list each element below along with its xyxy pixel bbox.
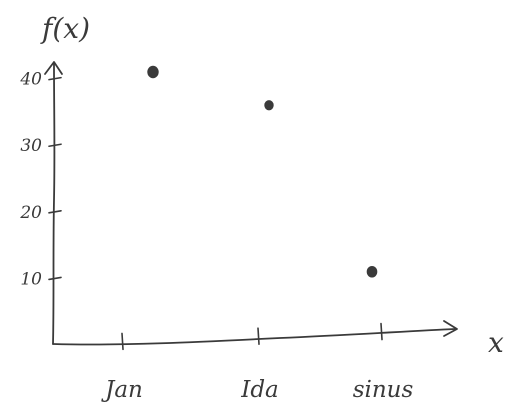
x-tick-label: sinus (353, 377, 414, 403)
y-axis (52, 63, 56, 345)
y-axis-title: f(x) (40, 12, 90, 45)
x-tick (121, 332, 124, 351)
y-tick-label: 20 (19, 203, 42, 223)
y-tick (48, 143, 62, 148)
y-ticks: 10 20 30 40 (19, 70, 62, 289)
y-axis-arrowhead (44, 61, 63, 75)
y-tick (48, 76, 62, 81)
x-tick-label: Jan (101, 377, 143, 403)
y-tick (48, 276, 62, 281)
y-tick (48, 210, 62, 214)
y-tick-label: 40 (19, 70, 42, 90)
x-axis-arrowhead (443, 320, 458, 337)
data-point (264, 100, 274, 111)
x-tick-label: Ida (240, 377, 279, 403)
data-point (147, 65, 159, 79)
data-points (147, 65, 378, 278)
y-tick-label: 30 (20, 136, 42, 156)
y-tick-label: 10 (20, 269, 42, 289)
x-axis (52, 328, 456, 346)
x-tick (380, 322, 383, 341)
x-ticks: Jan Ida sinus (101, 322, 414, 403)
x-tick (257, 327, 260, 346)
data-point (366, 265, 378, 278)
x-axis-title: x (488, 326, 504, 359)
